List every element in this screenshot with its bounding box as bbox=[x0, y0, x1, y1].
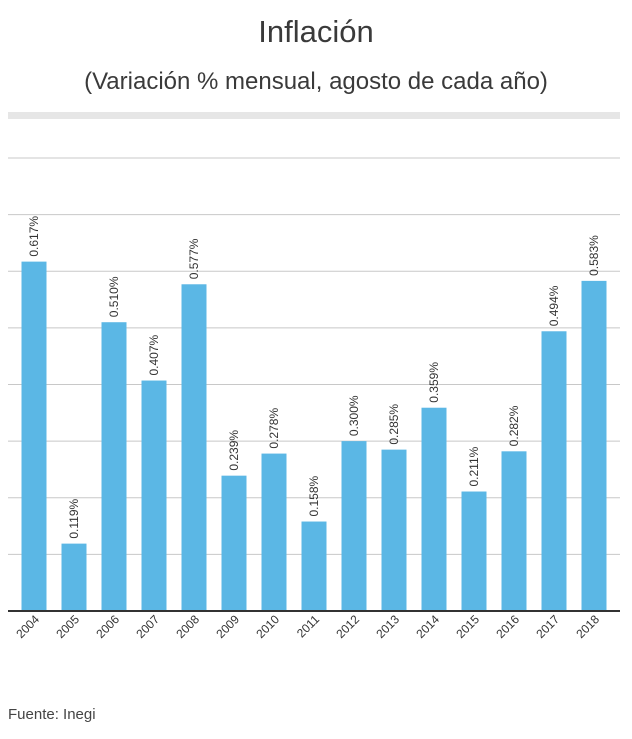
bar-2008 bbox=[181, 284, 207, 611]
data-label-2006: 0.510% bbox=[107, 276, 121, 317]
x-tick-label-2006: 2006 bbox=[93, 612, 122, 641]
data-label-2015: 0.211% bbox=[467, 446, 481, 486]
x-tick-label-2011: 2011 bbox=[294, 612, 322, 640]
x-tick-label-2005: 2005 bbox=[53, 612, 82, 641]
source-note: Fuente: Inegi bbox=[8, 706, 96, 723]
x-tick-label-2018: 2018 bbox=[573, 612, 602, 641]
bar-2016 bbox=[501, 451, 527, 611]
data-label-2009: 0.239% bbox=[227, 430, 241, 471]
bar-2004 bbox=[21, 261, 47, 611]
x-tick-label-2014: 2014 bbox=[413, 612, 442, 641]
bar-2007 bbox=[141, 380, 167, 611]
x-tick-label-2017: 2017 bbox=[533, 612, 562, 641]
x-tick-label-2015: 2015 bbox=[453, 612, 482, 641]
bar-2011 bbox=[301, 521, 327, 611]
bar-2005 bbox=[61, 543, 87, 611]
bar-2010 bbox=[261, 453, 287, 611]
x-tick-label-2008: 2008 bbox=[173, 612, 202, 641]
data-label-2004: 0.617% bbox=[27, 216, 41, 257]
bar-2012 bbox=[341, 441, 367, 611]
bar-2009 bbox=[221, 475, 247, 611]
bar-2017 bbox=[541, 331, 567, 611]
data-label-2011: 0.158% bbox=[307, 476, 321, 517]
data-label-2012: 0.300% bbox=[347, 395, 361, 436]
chart-subtitle: (Variación % mensual, agosto de cada año… bbox=[84, 68, 548, 95]
bars bbox=[21, 261, 607, 611]
bar-2014 bbox=[421, 407, 447, 611]
x-tick-label-2013: 2013 bbox=[373, 612, 402, 641]
x-tick-label-2007: 2007 bbox=[133, 612, 162, 641]
data-label-2014: 0.359% bbox=[427, 362, 441, 403]
x-axis: 2004 2005 2006 2007 2008 2009 2010 2011 2012 2013… bbox=[8, 610, 620, 641]
data-label-2005: 0.119% bbox=[67, 498, 81, 538]
bar-2015 bbox=[461, 491, 487, 611]
title-divider bbox=[8, 112, 620, 119]
x-tick-label-2009: 2009 bbox=[213, 612, 242, 641]
data-label-2017: 0.494% bbox=[547, 285, 561, 326]
data-label-2018: 0.583% bbox=[587, 235, 601, 276]
x-tick-label-2016: 2016 bbox=[493, 612, 522, 641]
bar-2013 bbox=[381, 449, 407, 611]
data-label-2007: 0.407% bbox=[147, 335, 161, 376]
data-label-2013: 0.285% bbox=[387, 404, 401, 445]
chart-title: Inflación bbox=[258, 14, 374, 49]
data-label-2010: 0.278% bbox=[267, 408, 281, 449]
bar-2018 bbox=[581, 280, 607, 611]
bar-2006 bbox=[101, 322, 127, 611]
x-tick-label-2004: 2004 bbox=[13, 612, 42, 641]
bar-chart: 0.617% 0.119% 0.510% 0.407% 0.577% 0.239% 0.27… bbox=[8, 157, 620, 641]
data-label-2016: 0.282% bbox=[507, 405, 521, 446]
data-labels: 0.617% 0.119% 0.510% 0.407% 0.577% 0.239% 0.27… bbox=[27, 216, 601, 539]
data-label-2008: 0.577% bbox=[187, 238, 201, 279]
x-tick-label-2012: 2012 bbox=[333, 612, 362, 641]
x-tick-label-2010: 2010 bbox=[253, 612, 282, 641]
